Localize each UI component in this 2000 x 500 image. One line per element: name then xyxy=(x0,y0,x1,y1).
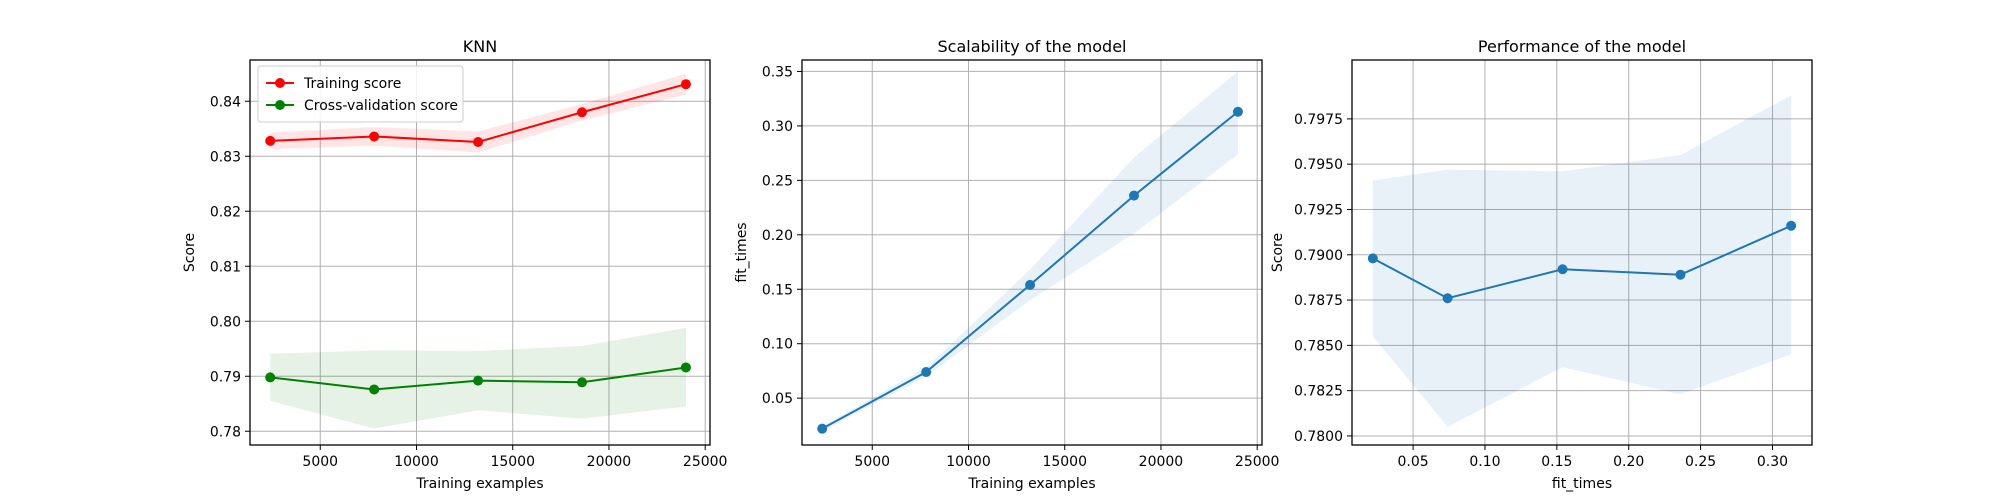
y-tick-label: 0.7975 xyxy=(1294,112,1343,128)
x-tick-label: 25000 xyxy=(683,454,728,470)
legend: Training score Cross-validation score xyxy=(257,65,464,123)
data-point xyxy=(473,136,484,147)
data-point xyxy=(1675,269,1686,280)
y-tick-label: 0.79 xyxy=(210,369,241,385)
axes-frame xyxy=(1351,59,1813,446)
legend-box xyxy=(257,65,464,123)
x-tick-label: 15000 xyxy=(1042,454,1087,470)
legend-entry: Cross-validation score xyxy=(304,98,458,114)
y-tick-label: 0.35 xyxy=(762,64,793,80)
data-point xyxy=(369,384,380,395)
data-point xyxy=(1442,293,1453,304)
y-tick-label: 0.05 xyxy=(762,391,793,407)
x-axis-label: Training examples xyxy=(967,476,1095,492)
data-point xyxy=(265,135,276,146)
data-point xyxy=(1557,264,1568,275)
data-point xyxy=(265,372,276,383)
chart-title: KNN xyxy=(463,37,497,56)
data-point xyxy=(577,377,588,388)
data-point xyxy=(680,362,691,373)
legend-swatch-marker xyxy=(275,78,285,88)
data-point xyxy=(817,423,828,434)
std-band xyxy=(822,71,1238,431)
x-tick-label: 0.20 xyxy=(1613,454,1644,470)
y-tick-label: 0.81 xyxy=(210,259,241,275)
chart-title: Performance of the model xyxy=(1478,37,1686,56)
y-tick-label: 0.7800 xyxy=(1294,429,1343,445)
legend-swatch-marker xyxy=(275,100,285,110)
x-tick-label: 15000 xyxy=(490,454,535,470)
x-axis-label: fit_times xyxy=(1552,476,1612,492)
x-tick-label: 10000 xyxy=(946,454,991,470)
y-tick-label: 0.20 xyxy=(762,228,793,244)
y-tick-label: 0.7825 xyxy=(1294,384,1343,400)
y-tick-label: 0.25 xyxy=(762,173,793,189)
data-point xyxy=(369,131,380,142)
x-tick-label: 20000 xyxy=(1139,454,1184,470)
y-tick-label: 0.78 xyxy=(210,424,241,440)
x-tick-label: 0.25 xyxy=(1685,454,1716,470)
subplot-performance: 0.05 0.10 0.15 0.20 0.25 0.30 0.7800 0.7825 0.78… xyxy=(1270,37,1813,492)
data-point xyxy=(1232,106,1243,117)
data-point xyxy=(680,79,691,90)
subplot-knn: 5000 10000 15000 20000 25000 0.78 0.79 0.80 0.81… xyxy=(182,37,727,492)
data-point xyxy=(1367,253,1378,264)
y-axis-label: fit_times xyxy=(734,222,750,282)
y-tick-label: 0.7900 xyxy=(1294,248,1343,264)
axes-frame xyxy=(801,59,1263,446)
y-tick-label: 0.15 xyxy=(762,282,793,298)
x-tick-label: 0.10 xyxy=(1469,454,1500,470)
data-point xyxy=(1129,190,1140,201)
x-tick-label: 0.15 xyxy=(1541,454,1572,470)
data-point xyxy=(577,107,588,118)
x-axis-label: Training examples xyxy=(415,476,543,492)
x-tick-label: 10000 xyxy=(394,454,439,470)
y-axis-label: Score xyxy=(1270,233,1286,272)
data-point xyxy=(473,375,484,386)
x-tick-label: 25000 xyxy=(1235,454,1280,470)
x-tick-label: 20000 xyxy=(587,454,632,470)
data-point xyxy=(1786,220,1797,231)
legend-entry: Training score xyxy=(303,76,401,92)
y-axis-label: Score xyxy=(182,233,198,272)
std-band xyxy=(1372,95,1792,427)
y-tick-label: 0.10 xyxy=(762,337,793,353)
y-tick-label: 0.80 xyxy=(210,314,241,330)
y-tick-label: 0.30 xyxy=(762,119,793,135)
x-tick-label: 5000 xyxy=(854,454,890,470)
chart-title: Scalability of the model xyxy=(938,37,1127,56)
y-tick-label: 0.7925 xyxy=(1294,202,1343,218)
y-tick-label: 0.7950 xyxy=(1294,157,1343,173)
y-tick-label: 0.83 xyxy=(210,149,241,165)
x-tick-label: 5000 xyxy=(302,454,338,470)
y-tick-label: 0.7850 xyxy=(1294,338,1343,354)
y-tick-label: 0.7875 xyxy=(1294,293,1343,309)
subplot-scalability: 5000 10000 15000 20000 25000 0.05 0.10 0.15 0.20… xyxy=(734,37,1279,492)
x-tick-label: 0.30 xyxy=(1757,454,1788,470)
data-point xyxy=(1025,279,1036,290)
y-tick-label: 0.84 xyxy=(210,94,241,110)
y-tick-label: 0.82 xyxy=(210,204,241,220)
data-point xyxy=(921,367,932,378)
axes-frame xyxy=(249,59,711,446)
x-tick-label: 0.05 xyxy=(1398,454,1429,470)
